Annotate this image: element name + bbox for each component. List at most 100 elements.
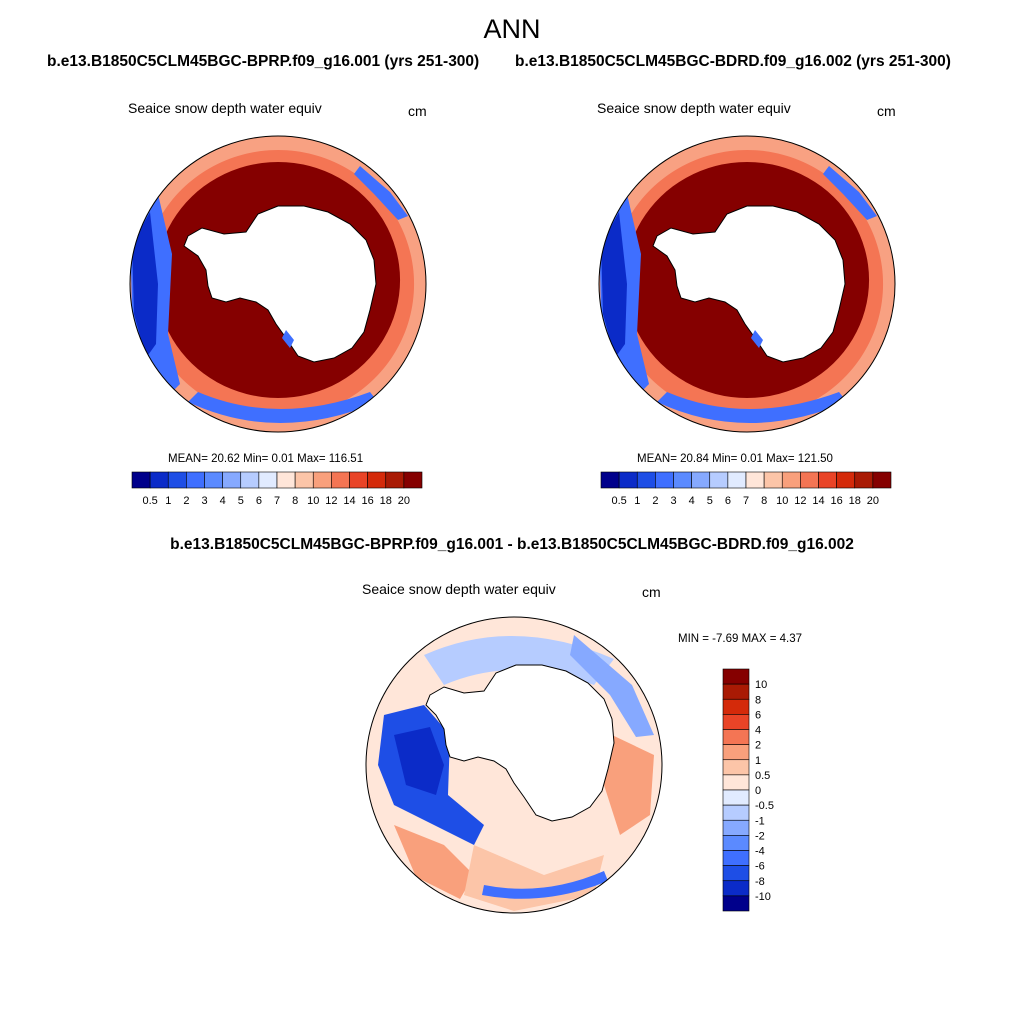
- colorbar-right: 0.5 1 2 3 4 5 6 7 8 10 12 14 16 18 20: [600, 471, 892, 507]
- colorbar-tick-label: -10: [755, 891, 771, 903]
- ice-shelf-notch: [282, 330, 294, 348]
- ice-shelf-notch: [751, 330, 763, 348]
- colorbar-swatch: [722, 759, 750, 776]
- colorbar-swatch: [763, 471, 783, 489]
- colorbar-swatch: [745, 471, 765, 489]
- colorbar-tick-label: 20: [867, 495, 879, 507]
- case-title-left: b.e13.B1850C5CLM45BGC-BPRP.f09_g16.001 (…: [47, 53, 480, 70]
- map-border: [598, 135, 896, 433]
- colorbar-swatch: [722, 774, 750, 791]
- colorbar-tick-label: 16: [831, 495, 843, 507]
- colorbar-tick-label: 5: [238, 495, 244, 507]
- colorbar-swatch: [673, 471, 692, 489]
- colorbar-left: 0.5 1 2 3 4 5 6 7 8 10 12 14 16 18 20: [131, 471, 423, 507]
- colorbar-tick-label: 16: [362, 495, 374, 507]
- colorbar-swatch: [240, 471, 260, 489]
- colorbar-swatch: [691, 471, 711, 489]
- colorbar-tick-label: 0.5: [142, 495, 157, 507]
- antarctica-land: [425, 664, 615, 822]
- colorbar-tick-label: -2: [755, 830, 765, 842]
- colorbar-tick-label: -6: [755, 861, 765, 873]
- colorbar-swatch: [636, 471, 656, 489]
- variable-label-left: Seaice snow depth water equiv: [128, 100, 322, 116]
- colorbar-swatch: [167, 471, 187, 489]
- colorbar-tick-label: 1: [634, 495, 640, 507]
- west-blue-band-dark: [132, 212, 158, 358]
- diff-title: b.e13.B1850C5CLM45BGC-BPRP.f09_g16.001 -…: [170, 536, 854, 553]
- case-title-right: b.e13.B1850C5CLM45BGC-BDRD.f09_g16.002 (…: [515, 53, 951, 70]
- colorbar-swatch: [258, 471, 278, 489]
- colorbar-swatch: [722, 683, 750, 700]
- colorbar-swatch: [600, 471, 620, 489]
- colorbar-swatch: [349, 471, 368, 489]
- colorbar-tick-label: 4: [689, 495, 695, 507]
- colorbar-swatch: [709, 471, 729, 489]
- colorbar-tick-label: 8: [292, 495, 298, 507]
- colorbar-swatch: [722, 895, 750, 912]
- map-border: [365, 616, 663, 914]
- colorbar-swatch: [722, 880, 750, 897]
- colorbar-swatch: [618, 471, 638, 489]
- colorbar-swatch: [403, 471, 423, 489]
- colorbar-swatch: [722, 714, 750, 730]
- colorbar-swatch: [722, 744, 750, 761]
- colorbar-tick-label: 0.5: [755, 770, 770, 782]
- south-blue-arc: [657, 392, 847, 423]
- colorbar-tick-label: 18: [380, 495, 392, 507]
- colorbar-swatch: [312, 471, 332, 489]
- colorbar-swatch: [276, 471, 296, 489]
- snow-depth-map-left: [129, 135, 427, 433]
- colorbar-tick-label: 14: [812, 495, 824, 507]
- south-blue-arc: [482, 871, 608, 899]
- colorbar-swatch: [727, 471, 747, 489]
- colorbar-swatch: [149, 471, 169, 489]
- colorbar-tick-label: -4: [755, 846, 765, 858]
- colorbar-tick-label: 3: [201, 495, 207, 507]
- ne-blue-band: [570, 635, 654, 737]
- colorbar-swatch: [722, 819, 750, 836]
- colorbar-tick-label: 4: [755, 725, 761, 737]
- main-title: ANN: [483, 14, 541, 44]
- colorbar-tick-label: 7: [743, 495, 749, 507]
- colorbar-tick-label: -1: [755, 815, 765, 827]
- stats-label-right: MEAN= 20.84 Min= 0.01 Max= 121.50: [637, 453, 833, 465]
- colorbar-swatch: [722, 789, 750, 806]
- map-border: [129, 135, 427, 433]
- colorbar-tick-label: 18: [849, 495, 861, 507]
- colorbar-swatch: [722, 865, 750, 882]
- colorbar-swatch: [204, 471, 223, 489]
- colorbar-tick-label: 10: [755, 679, 767, 691]
- colorbar-swatch: [385, 471, 405, 489]
- colorbar-swatch: [872, 471, 892, 489]
- antarctica-land: [652, 205, 846, 363]
- colorbar-swatch: [722, 835, 750, 851]
- colorbar-swatch: [367, 471, 387, 489]
- variable-label-diff: Seaice snow depth water equiv: [362, 581, 556, 597]
- colorbar-swatch: [186, 471, 205, 489]
- colorbar-tick-label: 6: [725, 495, 731, 507]
- colorbar-tick-label: -0.5: [755, 800, 774, 812]
- colorbar-tick-label: 2: [652, 495, 658, 507]
- colorbar-tick-label: 14: [343, 495, 355, 507]
- colorbar-swatch: [781, 471, 801, 489]
- variable-label-right: Seaice snow depth water equiv: [597, 100, 791, 116]
- colorbar-swatch: [800, 471, 819, 489]
- colorbar-tick-label: 1: [755, 755, 761, 767]
- units-label-right: cm: [877, 103, 896, 119]
- colorbar-swatch: [294, 471, 314, 489]
- colorbar-swatch: [655, 471, 674, 489]
- colorbar-swatch: [818, 471, 837, 489]
- colorbar-swatch: [722, 850, 750, 866]
- colorbar-tick-label: 3: [670, 495, 676, 507]
- units-label-diff: cm: [642, 584, 661, 600]
- colorbar-tick-label: 6: [755, 709, 761, 721]
- south-blue-arc: [188, 392, 378, 423]
- colorbar-swatch: [331, 471, 350, 489]
- minmax-label: MIN = -7.69 MAX = 4.37: [678, 633, 803, 645]
- colorbar-tick-label: 0: [755, 785, 761, 797]
- ne-blue-patch: [823, 166, 877, 220]
- east-orange: [604, 735, 654, 835]
- colorbar-swatch: [722, 698, 750, 715]
- colorbar-tick-label: 10: [776, 495, 788, 507]
- colorbar-tick-label: 8: [755, 694, 761, 706]
